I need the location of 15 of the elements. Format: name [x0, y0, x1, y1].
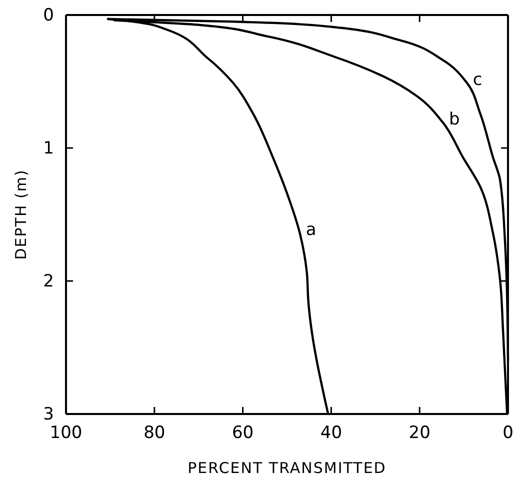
annotation: c [472, 70, 482, 90]
y-tick-label: 0 [43, 5, 54, 26]
y-tick-label: 3 [43, 404, 54, 424]
x-axis-title: PERCENT TRANSMITTED [188, 459, 386, 477]
x-tick-label: 80 [144, 423, 166, 444]
x-tick-label: 40 [320, 423, 342, 444]
y-axis-title: DEPTH (m) [12, 169, 30, 260]
x-tick-label: 0 [502, 423, 514, 444]
annotation: b [449, 110, 460, 130]
x-tick-label: 20 [408, 423, 430, 444]
y-tick-label: 1 [43, 138, 54, 158]
x-tick-label: 100 [50, 423, 82, 444]
annotation: a [306, 220, 316, 240]
y-tick-label: 2 [43, 271, 54, 292]
x-tick-label: 60 [232, 423, 254, 444]
